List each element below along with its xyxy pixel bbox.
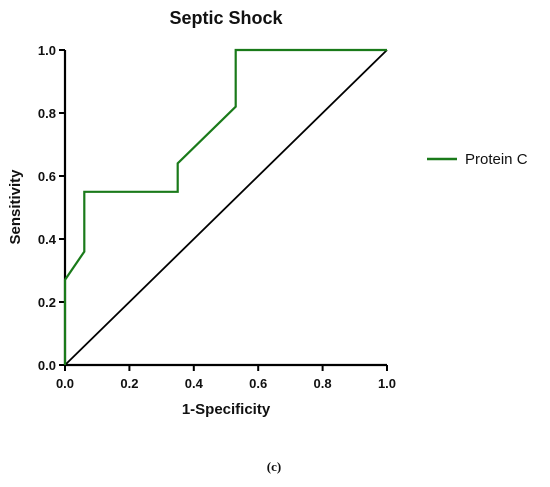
x-tick-label: 0.2 <box>120 376 138 391</box>
y-tick-label: 0.0 <box>38 358 56 373</box>
x-tick-label: 0.8 <box>314 376 332 391</box>
x-tick-label: 0.6 <box>249 376 267 391</box>
series-line-protein-c <box>63 48 387 365</box>
y-tick-label: 1.0 <box>38 43 56 58</box>
y-tick-label: 0.2 <box>38 295 56 310</box>
reference-diagonal-line <box>64 49 388 366</box>
chart-title: Septic Shock <box>169 8 283 28</box>
y-tick-label: 0.6 <box>38 169 56 184</box>
plot-area: 0.0 0.2 0.4 0.6 0.8 1.0 0.0 0.2 0.4 0.6 0.8 1.0 <box>38 43 396 391</box>
figure-caption: (c) <box>267 459 281 474</box>
x-tick-label: 0.0 <box>56 376 74 391</box>
y-tick-label: 0.4 <box>38 232 57 247</box>
x-tick-label: 0.4 <box>185 376 204 391</box>
y-axis-label: Sensitivity <box>7 169 24 245</box>
legend: Protein C <box>427 151 528 168</box>
x-tick-label: 1.0 <box>378 376 396 391</box>
legend-label-protein-c: Protein C <box>465 151 528 168</box>
x-axis-label: 1-Specificity <box>182 401 271 418</box>
y-tick-label: 0.8 <box>38 106 56 121</box>
